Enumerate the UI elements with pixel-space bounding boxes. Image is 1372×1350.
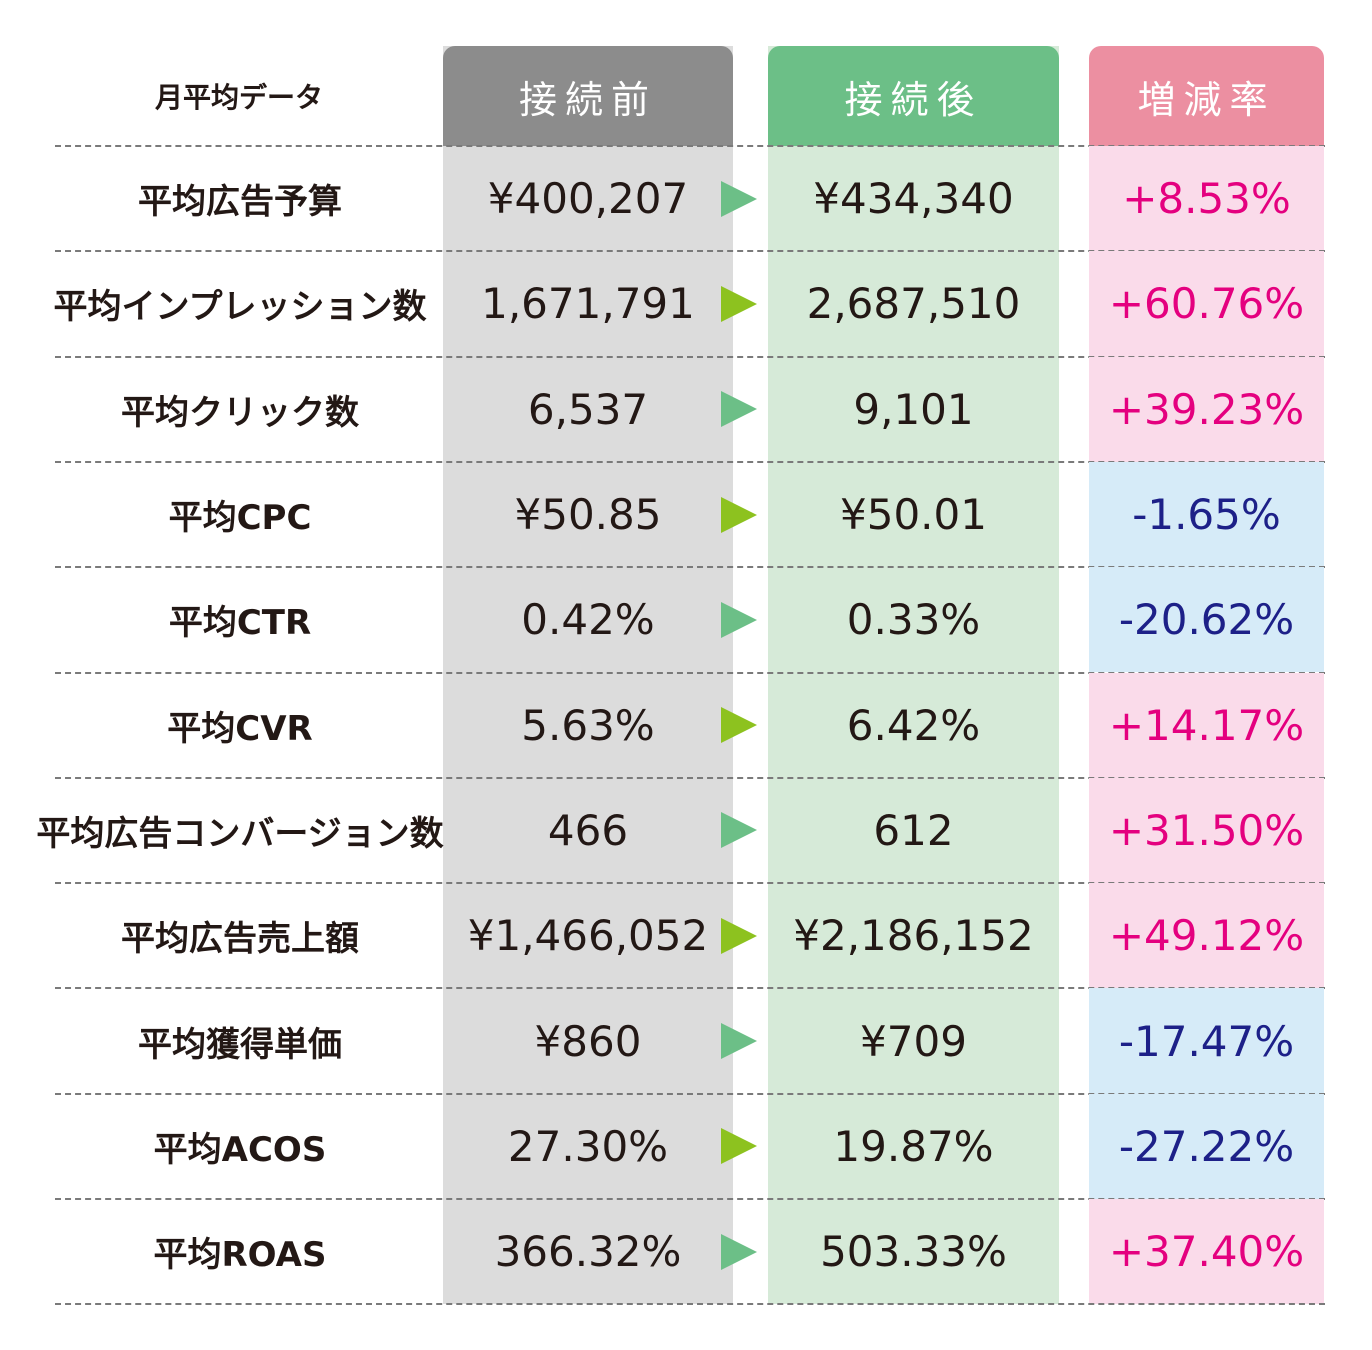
value-before: ¥1,466,052 (467, 911, 709, 961)
value-rate: +8.53% (1122, 174, 1291, 224)
arrow-right-icon (721, 812, 757, 849)
header-label: 月平均データ (155, 81, 324, 114)
rate-cell-background (1089, 988, 1324, 1094)
value-after: ¥2,186,152 (793, 911, 1034, 961)
rate-cell-background (1089, 1093, 1324, 1199)
row-label: 平均ROAS (153, 1235, 327, 1276)
rate-cell-background (1089, 356, 1324, 462)
arrow-right-icon (721, 707, 757, 744)
header-before: 接続前 (443, 46, 733, 146)
value-after: 0.33% (846, 595, 981, 645)
row-divider (55, 1198, 1325, 1200)
value-before: 27.30% (507, 1121, 669, 1171)
row-label: 平均ACOS (153, 1129, 327, 1170)
value-rate: +37.40% (1108, 1227, 1305, 1277)
row-divider (55, 460, 1325, 463)
arrow-right-icon (721, 1233, 757, 1270)
arrow-right-icon (721, 1128, 757, 1165)
value-before: 5.63% (521, 700, 655, 750)
arrow-right-icon (721, 391, 757, 428)
value-rate: -1.65% (1132, 490, 1281, 540)
arrow-right-icon (721, 917, 757, 954)
value-rate: +14.17% (1108, 700, 1305, 750)
arrow-right-icon (721, 285, 757, 322)
value-rate: -17.47% (1118, 1016, 1295, 1066)
row-divider (55, 1092, 1325, 1095)
value-before: ¥860 (534, 1016, 642, 1066)
value-after: 6.42% (846, 700, 981, 750)
rate-cell-background (1089, 567, 1324, 673)
header-rate: 増減率 (1089, 46, 1324, 146)
rate-cell-background (1089, 146, 1324, 252)
row-divider (55, 566, 1325, 569)
rate-cell-background (1089, 777, 1324, 884)
value-before: 6,537 (527, 384, 649, 434)
row-label: 平均CVR (167, 708, 313, 749)
row-label: 平均広告予算 (138, 182, 342, 223)
row-label: 平均獲得単価 (138, 1024, 342, 1065)
row-divider (55, 355, 1325, 358)
value-before: 0.42% (521, 595, 655, 645)
value-rate: -27.22% (1118, 1121, 1295, 1171)
value-rate: +49.12% (1108, 911, 1305, 961)
value-after: 503.33% (820, 1227, 1007, 1277)
row-label: 平均インプレッション数 (53, 287, 427, 328)
value-rate: +60.76% (1108, 279, 1305, 329)
row-divider (55, 776, 1325, 779)
value-after: ¥50.01 (840, 490, 987, 540)
arrow-right-icon (721, 1023, 757, 1060)
rate-cell-background (1089, 461, 1324, 568)
value-rate: -20.62% (1118, 595, 1295, 645)
row-label: 平均広告売上額 (121, 919, 359, 960)
value-before: 1,671,791 (481, 279, 695, 329)
row-label: 平均CPC (168, 498, 312, 539)
value-after: ¥434,340 (813, 174, 1014, 224)
value-after: ¥709 (860, 1016, 967, 1066)
value-before: ¥50.85 (514, 490, 662, 540)
value-rate: +31.50% (1108, 805, 1305, 855)
value-rate: +39.23% (1108, 384, 1305, 434)
row-divider (55, 987, 1325, 990)
value-after: 612 (873, 805, 954, 855)
row-divider (55, 882, 1325, 885)
header-after: 接続後 (768, 46, 1059, 146)
row-label: 平均広告コンバージョン数 (36, 813, 444, 854)
value-after: 19.87% (833, 1121, 994, 1171)
arrow-right-icon (721, 496, 757, 533)
rate-cell-background (1089, 251, 1324, 357)
row-label: 平均クリック数 (121, 392, 359, 433)
row-divider (55, 250, 1325, 253)
rate-cell-background (1089, 672, 1324, 778)
row-divider (55, 145, 1325, 147)
arrow-right-icon (721, 180, 757, 217)
arrow-right-icon (721, 601, 757, 638)
rate-cell-background (1089, 883, 1324, 989)
value-after: 9,101 (853, 384, 974, 434)
row-divider (55, 671, 1325, 674)
value-before: ¥400,207 (487, 174, 689, 224)
row-divider (55, 1303, 1325, 1306)
rate-cell-background (1089, 1199, 1324, 1305)
row-label: 平均CTR (168, 603, 312, 644)
value-before: 366.32% (494, 1227, 682, 1277)
value-after: 2,687,510 (806, 279, 1021, 329)
value-before: 466 (547, 805, 629, 855)
